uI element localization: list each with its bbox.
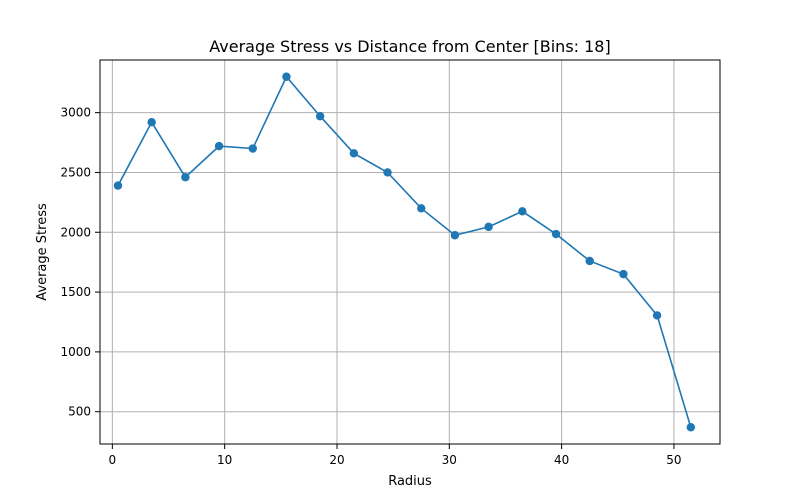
data-series — [113, 72, 695, 432]
data-point — [147, 118, 156, 127]
data-point — [551, 229, 561, 239]
data-point — [450, 231, 460, 240]
y-tick-label: 3000 — [60, 106, 91, 120]
series-line — [117, 75, 692, 428]
data-point — [619, 269, 628, 279]
y-tick-label: 500 — [68, 405, 91, 419]
y-tick-label: 2500 — [60, 165, 91, 179]
data-point — [652, 311, 662, 320]
x-tick-label: 30 — [442, 453, 457, 467]
y-tick-label: 2000 — [60, 225, 91, 239]
x-axis-label: Radius — [388, 474, 432, 489]
x-tick-label: 40 — [554, 453, 569, 467]
data-point — [349, 149, 359, 158]
x-tick-label: 50 — [666, 453, 681, 467]
x-tick-label: 0 — [109, 453, 117, 467]
data-point — [248, 144, 257, 153]
data-point — [686, 423, 695, 432]
axis-ticks: 0 10 20 30 40 50 500 1000 1500 2000 2500 3000 — [60, 106, 681, 467]
data-point — [518, 207, 527, 216]
x-tick-label: 20 — [329, 453, 344, 467]
data-point — [383, 168, 392, 177]
data-point — [282, 72, 291, 81]
grid-lines — [100, 60, 720, 444]
data-point — [484, 222, 493, 232]
data-point — [181, 173, 190, 182]
data-point — [113, 181, 123, 190]
x-tick-label: 10 — [217, 453, 232, 467]
data-point — [214, 141, 224, 151]
data-point — [585, 256, 594, 266]
y-tick-label: 1000 — [60, 345, 91, 359]
chart-title: Average Stress vs Distance from Center [… — [209, 37, 610, 56]
y-axis-label: Average Stress — [35, 203, 50, 301]
plot-area-frame — [99, 59, 721, 445]
data-point — [417, 204, 426, 213]
y-tick-label: 1500 — [60, 285, 91, 299]
data-point — [315, 112, 325, 121]
